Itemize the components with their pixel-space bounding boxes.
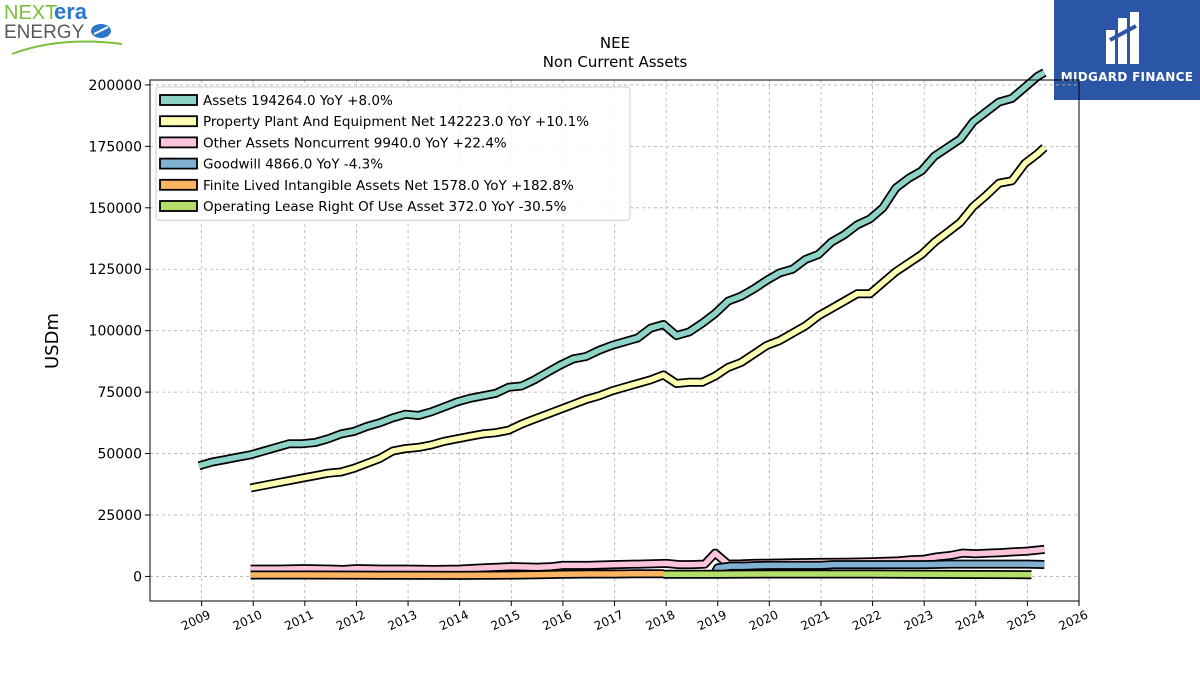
logo-next-text: NEXT <box>4 2 57 24</box>
midgard-finance-logo: MIDGARD FINANCE <box>1054 0 1200 100</box>
legend: Assets 194264.0 YoY +8.0% Property Plant … <box>155 86 631 221</box>
midgard-brand-text: MIDGARD FINANCE <box>1060 70 1194 84</box>
chart-subtitle: Non Current Assets <box>543 53 688 71</box>
chart-title: NEE <box>600 34 630 52</box>
x-axis: 2009 2010 2011 2012 2013 2014 2015 2016 2017 2018… <box>179 601 1090 633</box>
logo-swoosh <box>11 40 123 55</box>
x-tick-label: 2021 <box>798 608 832 634</box>
series-line-0 <box>198 70 1046 469</box>
legend-label-5: Operating Lease Right Of Use Asset 372.0… <box>203 199 567 215</box>
legend-swatch-4 <box>159 178 198 191</box>
series-line-4 <box>250 570 664 579</box>
legend-box <box>155 86 631 221</box>
series-line-2 <box>250 546 1045 573</box>
y-tick-label: 100000 <box>89 324 142 340</box>
x-tick-label: 2022 <box>850 608 884 634</box>
series-line-3 <box>712 561 1045 574</box>
x-tick-label: 2023 <box>902 608 936 634</box>
x-tick-label: 2024 <box>953 608 987 634</box>
x-tick-label: 2016 <box>540 608 574 634</box>
series-line-5 <box>663 571 1032 578</box>
y-tick-label: 200000 <box>89 78 142 94</box>
x-tick-label: 2020 <box>747 608 781 634</box>
series-layer <box>197 68 1048 580</box>
midgard-emblem-icon <box>1106 12 1139 64</box>
legend-label-4: Finite Lived Intangible Assets Net 1578.… <box>203 178 574 194</box>
legend-label-0: Assets 194264.0 YoY +8.0% <box>203 93 393 109</box>
x-tick-label: 2026 <box>1057 608 1091 634</box>
y-axis-label: USDm <box>42 313 63 369</box>
logo-era-text: era <box>54 0 88 24</box>
x-tick-label: 2025 <box>1005 608 1039 634</box>
y-tick-label: 125000 <box>89 262 142 278</box>
y-tick-label: 0 <box>133 569 142 585</box>
logo-emblem-stripe <box>93 26 109 35</box>
x-tick-label: 2013 <box>386 608 420 634</box>
legend-swatch-3 <box>159 157 198 170</box>
x-tick-label: 2009 <box>179 608 213 634</box>
legend-label-3: Goodwill 4866.0 YoY -4.3% <box>203 157 383 173</box>
y-tick-label: 75000 <box>97 385 142 401</box>
series-line-1 <box>250 145 1047 491</box>
x-tick-label: 2018 <box>644 608 678 634</box>
x-tick-label: 2015 <box>489 608 523 634</box>
y-axis: 0 25000 50000 75000 100000 125000 150000 175000… <box>89 78 150 585</box>
nextera-energy-logo: NEXT era ENERGY <box>4 0 123 55</box>
x-tick-label: 2017 <box>592 608 626 634</box>
x-tick-label: 2014 <box>437 608 471 634</box>
x-tick-label: 2012 <box>334 608 368 634</box>
x-tick-label: 2010 <box>231 608 265 634</box>
logo-energy-text: ENERGY <box>4 22 85 43</box>
legend-swatch-1 <box>159 115 198 128</box>
y-tick-label: 150000 <box>89 201 142 217</box>
y-tick-label: 175000 <box>89 139 142 155</box>
x-tick-label: 2011 <box>282 608 316 634</box>
legend-swatch-0 <box>159 94 198 106</box>
legend-label-2: Other Assets Noncurrent 9940.0 YoY +22.4… <box>203 135 507 151</box>
legend-swatch-5 <box>159 200 198 212</box>
y-tick-label: 25000 <box>97 508 142 524</box>
legend-swatch-2 <box>159 136 198 149</box>
x-tick-label: 2019 <box>695 608 729 634</box>
legend-label-1: Property Plant And Equipment Net 142223.… <box>203 114 589 130</box>
y-tick-label: 50000 <box>97 447 142 463</box>
